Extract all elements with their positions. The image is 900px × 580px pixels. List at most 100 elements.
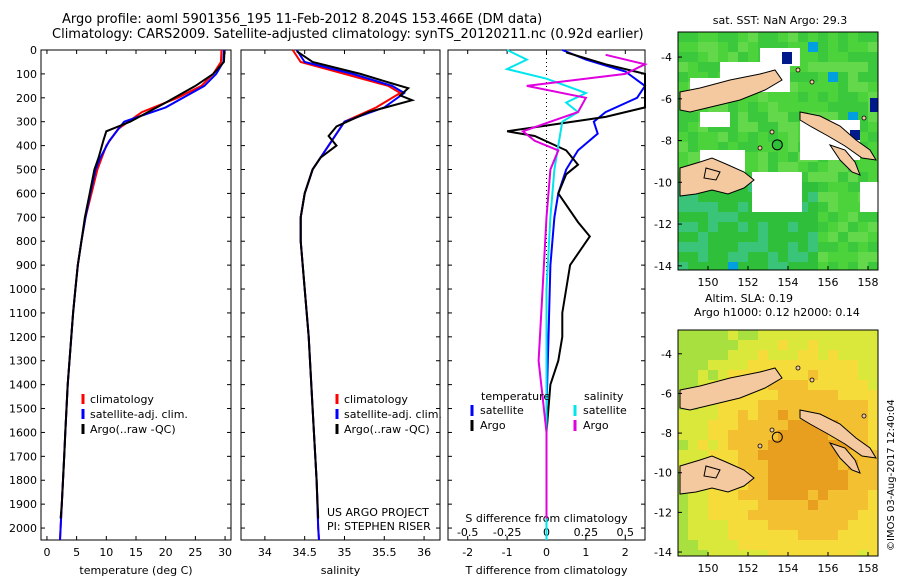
map-cell: [748, 480, 758, 490]
map-cell: [788, 480, 798, 490]
map-cell: [698, 500, 708, 510]
map-cell: [748, 500, 758, 510]
map-cell: [678, 430, 688, 440]
map-cell: [748, 520, 758, 530]
map-cell: [808, 42, 818, 52]
map-cell: [858, 340, 868, 350]
map-cell: [708, 32, 718, 42]
map-cell: [778, 480, 788, 490]
map-cell: [848, 390, 858, 400]
map-cell: [728, 132, 738, 142]
map-cell: [758, 430, 768, 440]
map-land: [828, 144, 861, 176]
map-cell: [768, 242, 778, 252]
map-cell: [748, 102, 758, 112]
map-cell: [838, 252, 848, 262]
map-cell: [858, 172, 868, 182]
map-cell: [758, 420, 768, 430]
map-cell: [818, 550, 828, 556]
map-cell: [818, 232, 828, 242]
map-cell: [748, 52, 758, 62]
map-cell: [818, 52, 828, 62]
map-cell: [718, 142, 728, 152]
map-cell: [768, 420, 778, 430]
map-cold-patch: [870, 98, 878, 112]
map-cell: [798, 192, 808, 202]
map-cell: [708, 410, 718, 420]
map-cell: [748, 32, 758, 42]
map-cell: [748, 350, 758, 360]
map-cell: [828, 32, 838, 42]
map-cell: [738, 350, 748, 360]
map-cell: [718, 450, 728, 460]
y-tick-label: 1900: [9, 498, 37, 511]
map-cell: [728, 222, 738, 232]
map-cell: [778, 420, 788, 430]
map-cell: [738, 550, 748, 556]
map-cell: [798, 102, 808, 112]
map-cell: [808, 440, 818, 450]
map-cell: [768, 460, 778, 470]
map-cell: [728, 212, 738, 222]
map-cell: [698, 450, 708, 460]
map-cell: [868, 52, 878, 62]
map-cell: [788, 390, 798, 400]
map-cell: [858, 510, 868, 520]
map-land: [799, 111, 877, 161]
map-cell: [788, 440, 798, 450]
map-cell: [758, 340, 768, 350]
map-cell: [788, 132, 798, 142]
map-cell: [818, 82, 828, 92]
map-cell: [868, 92, 878, 102]
map-cell: [858, 480, 868, 490]
y-tick-label: -12: [654, 506, 672, 519]
map-cell: [828, 92, 838, 102]
map-cell: [828, 520, 838, 530]
argo-position-marker: [771, 431, 783, 443]
map-cell: [678, 212, 688, 222]
map-cell: [818, 212, 828, 222]
map-cell: [748, 212, 758, 222]
map-cell: [808, 400, 818, 410]
salinity-profile-frame: [240, 49, 441, 541]
map-cell: [818, 480, 828, 490]
map-cell: [818, 470, 828, 480]
map-cell: [708, 520, 718, 530]
map-cell: [818, 520, 828, 530]
map-cell: [868, 470, 878, 480]
map-cell: [868, 162, 878, 172]
map-cell: [848, 242, 858, 252]
map-land: [828, 442, 861, 474]
map-cell: [828, 330, 838, 340]
map-cell: [778, 550, 788, 556]
map-cell: [708, 420, 718, 430]
map-cell: [768, 550, 778, 556]
map-nodata: [860, 182, 878, 212]
map-cell: [778, 410, 788, 420]
map-cell: [818, 400, 828, 410]
map-cell: [728, 360, 738, 370]
x-tick-label: 150: [698, 562, 719, 575]
map-cell: [798, 252, 808, 262]
map-cell: [818, 102, 828, 112]
x-tick-label: 35: [337, 546, 351, 559]
map-cell: [848, 52, 858, 62]
map-cell: [708, 132, 718, 142]
map-cell: [858, 430, 868, 440]
map-cell: [758, 132, 768, 142]
map-cell: [688, 440, 698, 450]
map-islet: [769, 427, 775, 433]
map-cell: [798, 550, 808, 556]
map-cell: [768, 42, 778, 52]
map-cell: [758, 360, 768, 370]
map-cell: [868, 62, 878, 72]
map-cell: [818, 390, 828, 400]
map-cell: [768, 350, 778, 360]
annotation-pi: PI: STEPHEN RISER: [327, 520, 431, 533]
map-cell: [728, 112, 738, 122]
map-cell: [798, 242, 808, 252]
map-islet: [809, 79, 815, 85]
map-cell: [708, 262, 718, 270]
map-cell: [848, 370, 858, 380]
map-cell: [758, 242, 768, 252]
